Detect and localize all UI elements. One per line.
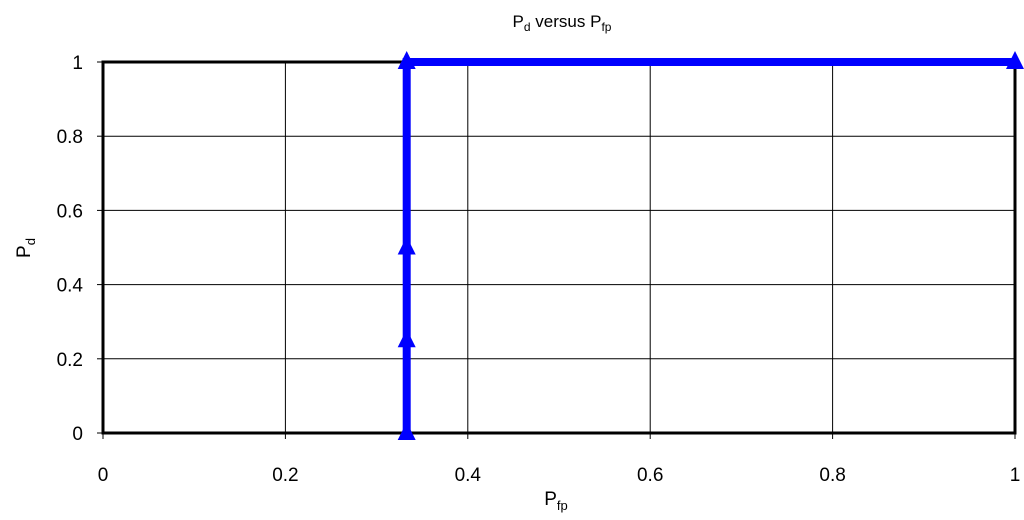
x-tick-label-1: 0.2	[272, 465, 298, 486]
series	[397, 51, 1024, 440]
data-point-0-1	[397, 329, 416, 348]
x-tick-labels: 0 0.2 0.4 0.6 0.8 1	[98, 465, 1021, 486]
y-tick-label-2: 0.4	[57, 276, 84, 297]
x-tick-label-5: 1	[1010, 465, 1021, 486]
plot-frame	[101, 60, 1017, 435]
grid	[102, 61, 1016, 434]
data-point-0-3	[397, 51, 416, 69]
x-axis-label: Pfp	[544, 489, 568, 513]
y-tick-label-3: 0.6	[57, 201, 83, 222]
chart-title: Pd versus Pfp	[513, 12, 612, 34]
x-tick-label-4: 0.8	[819, 465, 845, 486]
x-tick-label-0: 0	[98, 465, 109, 486]
series-line-0	[402, 58, 1015, 433]
y-tick-labels: 0 0.2 0.4 0.6 0.8 1	[57, 53, 84, 445]
data-point-0-2	[397, 236, 416, 255]
x-tick-label-2: 0.4	[455, 465, 482, 486]
y-tick-label-5: 1	[72, 53, 83, 74]
data-point-0-4	[1006, 51, 1024, 69]
data-point-0-0	[397, 422, 416, 440]
y-tick-label-4: 0.8	[57, 127, 83, 148]
y-axis-label: Pd	[14, 238, 38, 258]
y-tick-label-1: 0.2	[57, 350, 83, 371]
y-tick-label-0: 0	[72, 424, 83, 445]
axis-ticks	[97, 61, 1016, 439]
x-tick-label-3: 0.6	[637, 465, 663, 486]
